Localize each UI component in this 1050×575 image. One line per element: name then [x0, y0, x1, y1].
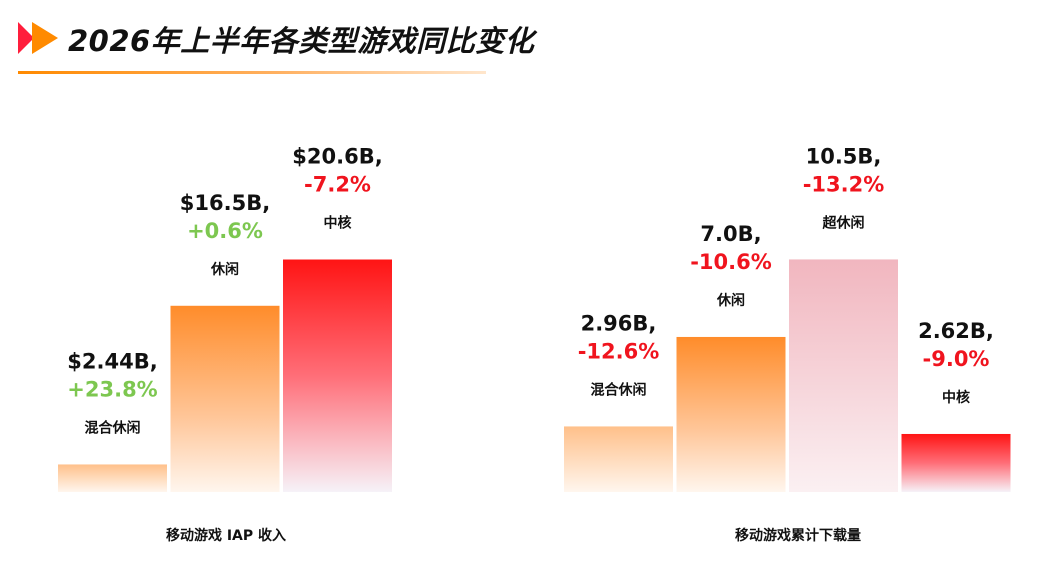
page-title: 2026年上半年各类型游戏同比变化	[68, 24, 535, 58]
bar-1	[170, 305, 280, 492]
bar-category-label: 中核	[324, 215, 352, 232]
bar-category-label: 混合休闲	[591, 381, 647, 398]
bar-value-label: $20.6B,	[292, 145, 382, 169]
bar-change-label: +23.8%	[67, 377, 157, 401]
play-arrows-icon	[18, 22, 58, 54]
chart-caption: 移动游戏累计下载量	[735, 527, 861, 544]
downloads-chart: 2.96B, -12.6% 混合休闲 7.0B, -10.6% 休闲 10.5B, -13.2…	[550, 130, 1030, 570]
bar-3	[901, 433, 1011, 492]
bar-2	[789, 259, 898, 492]
bar-1	[676, 336, 786, 492]
bar-change-label: -12.6%	[578, 339, 660, 363]
bar-category-label: 休闲	[716, 292, 745, 309]
title-underline	[18, 71, 486, 74]
bar-change-label: +0.6%	[187, 219, 263, 243]
page-header: 2026年上半年各类型游戏同比变化	[18, 16, 534, 76]
bar-change-label: -10.6%	[690, 250, 772, 274]
bar-change-label: -7.2%	[304, 173, 371, 197]
bar-0	[58, 464, 167, 492]
bar-value-label: $2.44B,	[67, 349, 157, 373]
chart-caption: 移动游戏 IAP 收入	[166, 527, 286, 544]
bar-change-label: -13.2%	[803, 172, 885, 196]
bar-value-label: 2.62B,	[918, 319, 994, 343]
bar-value-label: 7.0B,	[700, 222, 761, 246]
bar-category-label: 中核	[942, 389, 970, 406]
bar-value-label: 2.96B,	[581, 311, 657, 335]
bar-value-label: 10.5B,	[806, 144, 882, 168]
bar-2	[283, 259, 392, 492]
bar-change-label: -9.0%	[923, 347, 990, 371]
bar-value-label: $16.5B,	[180, 191, 270, 215]
bar-0	[564, 426, 673, 492]
bar-category-label: 混合休闲	[85, 419, 141, 436]
bar-category-label: 超休闲	[822, 214, 865, 231]
bar-category-label: 休闲	[210, 261, 239, 278]
iap-revenue-chart: $2.44B, +23.8% 混合休闲 $16.5B, +0.6% 休闲 $20.6B, -7…	[40, 130, 420, 570]
